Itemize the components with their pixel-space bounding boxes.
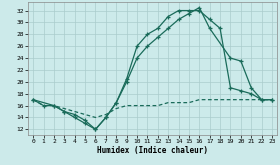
X-axis label: Humidex (Indice chaleur): Humidex (Indice chaleur) [97, 146, 208, 155]
